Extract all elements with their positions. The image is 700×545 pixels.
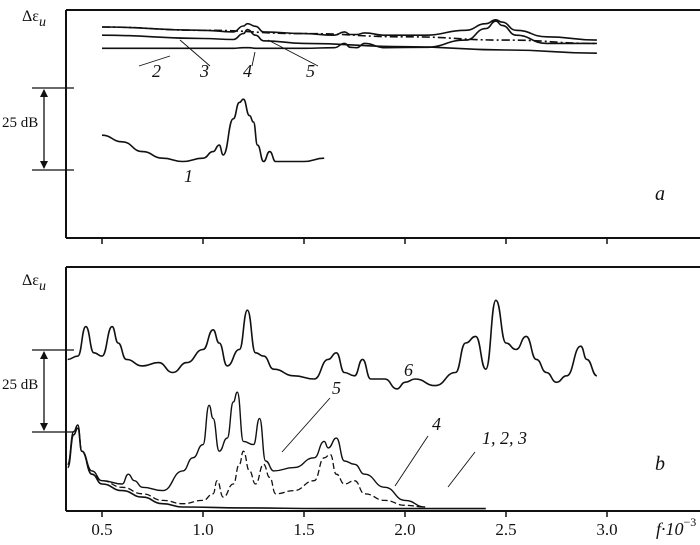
panel-b-letter: b bbox=[655, 453, 665, 475]
panel-a-curve-label: 1 bbox=[184, 166, 193, 186]
panel-b-series-4 bbox=[67, 424, 426, 508]
panel-b: Δεu 25 dB 1, 2, 3 4 5 6 b 0.5 1.0 1.5 2.0 2.5 3.0 f·1… bbox=[2, 266, 700, 539]
x-tick-label: 1.0 bbox=[192, 520, 213, 539]
panel-a-series-2 bbox=[101, 20, 597, 50]
x-tick-label: 3.0 bbox=[596, 520, 617, 539]
panel-b-y-label: Δεu bbox=[22, 272, 46, 294]
panel-b-curve-label-leader bbox=[447, 451, 476, 488]
x-tick-label: 1.5 bbox=[293, 520, 314, 539]
panel-a-curve-label-leader bbox=[251, 51, 256, 67]
panel-b-curve-label-leader bbox=[394, 435, 429, 487]
panel-a-series-4 bbox=[101, 28, 597, 54]
panel-b-series-1-2-3 bbox=[66, 427, 486, 510]
panel-a-scale-bar-label: 25 dB bbox=[2, 115, 38, 131]
panel-a-curve-label: 2 bbox=[152, 61, 161, 81]
panel-a-curve-label: 4 bbox=[243, 61, 252, 81]
panel-a-scale-bar bbox=[32, 87, 74, 171]
panel-b-scale-bar-label: 25 dB bbox=[2, 377, 38, 393]
panel-a-curve-label-leader bbox=[267, 39, 319, 67]
panel-a-series-5 bbox=[101, 19, 597, 41]
x-axis-label: f·10−3 bbox=[656, 515, 696, 539]
panel-a-curve-label-leader bbox=[179, 39, 211, 67]
panel-b-curve-label: 4 bbox=[432, 414, 441, 434]
panel-a-y-label: Δεu bbox=[22, 8, 46, 30]
panel-b-curve-label-leader bbox=[281, 397, 331, 453]
x-tick-label: 2.0 bbox=[394, 520, 415, 539]
panel-a: Δεu 25 dB 1 2 3 4 5 a bbox=[2, 8, 700, 244]
x-tick-label: 2.5 bbox=[495, 520, 516, 539]
panel-b-series-6 bbox=[67, 299, 598, 390]
panel-b-scale-bar bbox=[32, 349, 74, 433]
panel-a-curve-label-leader bbox=[138, 55, 171, 67]
panel-b-curve-label: 6 bbox=[404, 360, 413, 380]
panel-b-series-5 bbox=[67, 391, 426, 508]
panel-b-curve-label: 1, 2, 3 bbox=[482, 428, 527, 448]
panel-a-curve-label: 3 bbox=[199, 61, 209, 81]
x-tick-label: 0.5 bbox=[91, 520, 112, 539]
panel-a-curve-label: 5 bbox=[306, 61, 315, 81]
panel-a-letter: a bbox=[655, 183, 665, 205]
panel-b-curve-label: 5 bbox=[332, 378, 341, 398]
panel-a-series-1 bbox=[101, 98, 325, 163]
